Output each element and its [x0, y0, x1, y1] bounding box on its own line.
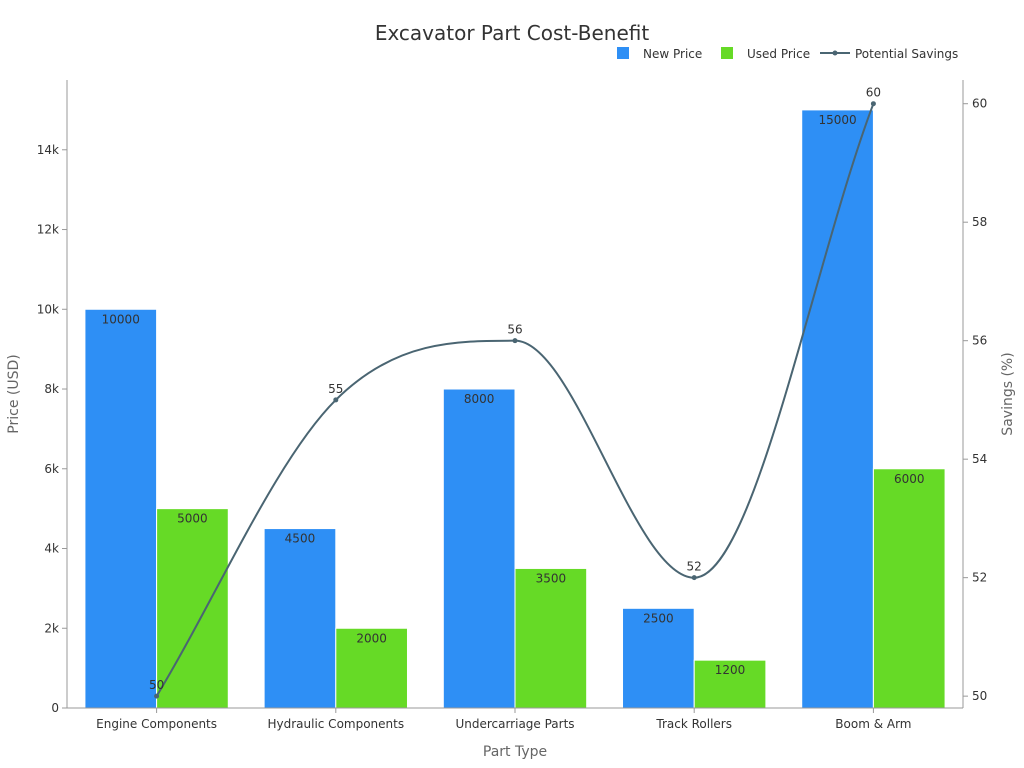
point-potential-savings — [154, 693, 160, 699]
y-axis-right-ticks: 50 52 54 56 58 60 — [963, 97, 987, 703]
point-potential-savings — [333, 397, 339, 403]
y-tick-label: 2k — [44, 621, 59, 635]
point-potential-savings — [870, 101, 876, 107]
y2-tick-label: 50 — [972, 689, 987, 703]
legend-swatch-new-price — [617, 47, 629, 59]
legend-swatch-used-price — [721, 47, 733, 59]
legend-label-used-price: Used Price — [747, 47, 810, 61]
x-tick-label: Engine Components — [96, 717, 217, 731]
bars-layer: 10000 4500 8000 2500 15000 5000 2000 3500 1200 60… — [84, 109, 946, 709]
bar-new-price — [801, 109, 874, 709]
y-axis-title: Price (USD) — [6, 354, 22, 433]
y2-tick-label: 52 — [972, 571, 987, 585]
point-label-potential-savings: 50 — [149, 678, 164, 692]
y2-tick-label: 56 — [972, 334, 987, 348]
legend: New Price Used Price Potential Savings — [617, 47, 958, 61]
x-tick-label: Hydraulic Components — [267, 717, 404, 731]
bar-label-used-price: 3500 — [536, 571, 567, 585]
y-tick-label: 6k — [44, 462, 59, 476]
legend-label-potential-savings: Potential Savings — [855, 47, 958, 61]
bar-used-price — [693, 659, 767, 709]
y2-tick-label: 60 — [972, 97, 987, 111]
bar-label-new-price: 10000 — [102, 312, 140, 326]
bar-label-new-price: 4500 — [285, 532, 316, 546]
y-tick-label: 14k — [37, 143, 59, 157]
x-tick-label: Boom & Arm — [835, 717, 911, 731]
y-tick-label: 4k — [44, 542, 59, 556]
point-potential-savings — [691, 575, 697, 581]
point-label-potential-savings: 55 — [328, 382, 343, 396]
legend-label-new-price: New Price — [643, 47, 702, 61]
bar-label-used-price: 5000 — [177, 512, 208, 526]
y-tick-label: 12k — [37, 223, 59, 237]
chart-title: Excavator Part Cost-Benefit — [375, 21, 650, 45]
x-tick-label: Undercarriage Parts — [455, 717, 574, 731]
y2-tick-label: 58 — [972, 215, 987, 229]
bar-new-price — [442, 388, 516, 709]
x-axis-ticks: Engine Components Hydraulic Components Und… — [96, 708, 912, 731]
point-label-potential-savings: 56 — [507, 323, 522, 337]
bar-used-price — [872, 468, 946, 709]
bar-label-new-price: 15000 — [818, 113, 856, 127]
y-axis-left-ticks: 0 2k 4k 6k 8k 10k 12k 14k — [37, 143, 67, 715]
bar-new-price — [263, 528, 337, 709]
bar-new-price — [84, 308, 158, 709]
y-tick-label: 8k — [44, 382, 59, 396]
line-potential-savings — [155, 103, 875, 697]
bar-label-used-price: 1200 — [715, 663, 746, 677]
point-label-potential-savings: 60 — [866, 86, 881, 100]
bar-label-new-price: 8000 — [464, 392, 495, 406]
y2-tick-label: 54 — [972, 452, 987, 466]
y-tick-label: 0 — [51, 701, 59, 715]
legend-marker-potential-savings — [832, 50, 838, 56]
bar-label-used-price: 2000 — [356, 631, 387, 645]
bar-used-price — [514, 567, 588, 709]
x-tick-label: Track Rollers — [655, 717, 732, 731]
point-label-potential-savings: 52 — [687, 560, 702, 574]
bar-label-used-price: 6000 — [894, 472, 925, 486]
line-layer: 50 55 56 52 60 — [149, 86, 881, 699]
bar-label-new-price: 2500 — [643, 611, 674, 625]
x-axis-title: Part Type — [483, 744, 547, 760]
y2-axis-title: Savings (%) — [1000, 352, 1016, 435]
y-tick-label: 10k — [37, 302, 59, 316]
point-potential-savings — [512, 338, 518, 344]
